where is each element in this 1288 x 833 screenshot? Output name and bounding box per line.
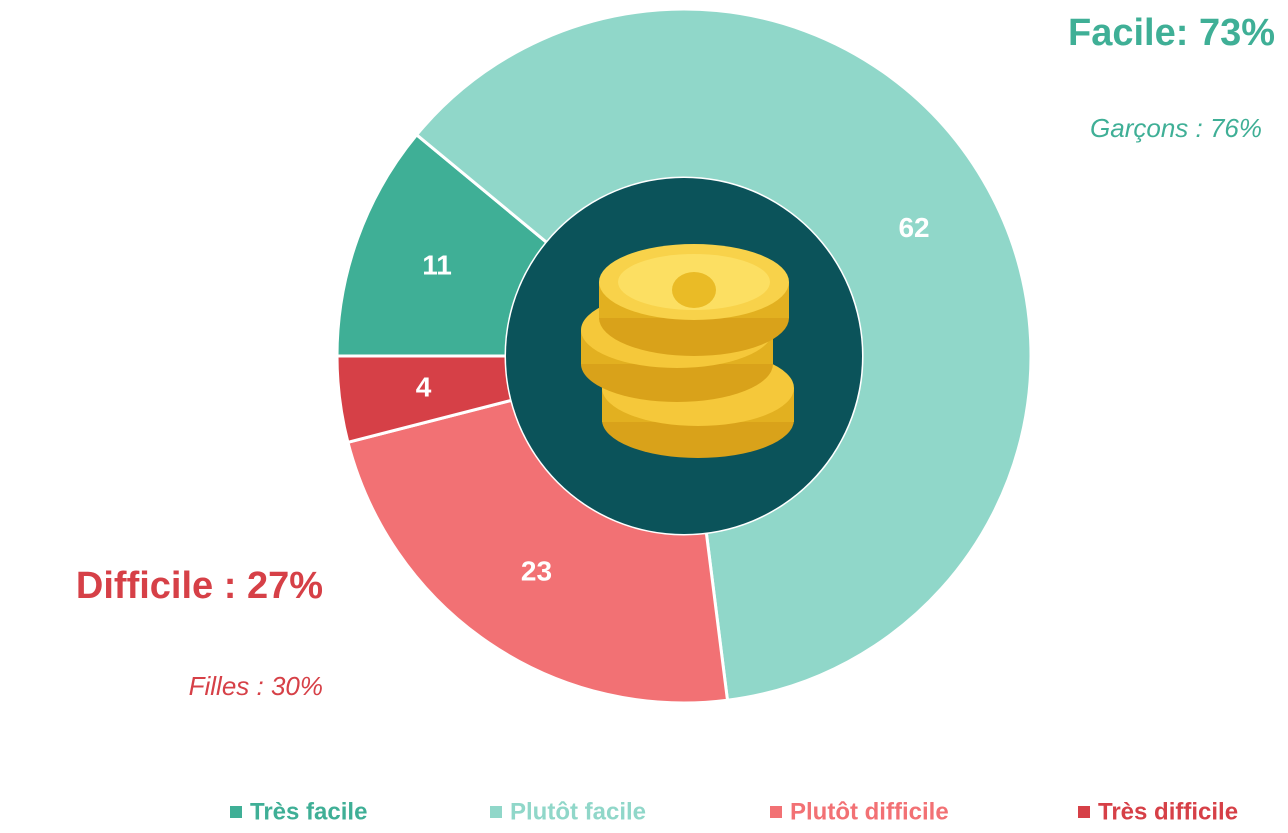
donut [335,7,1033,705]
legend-label: Très difficile [1098,798,1238,825]
annotation: Difficile : 27% [76,565,323,607]
legend-label: Plutôt difficile [790,798,949,825]
legend-swatch [230,806,242,818]
legend-swatch [770,806,782,818]
data-label: 11 [422,249,452,280]
annotation: Filles : 30% [189,671,323,701]
legend-label: Plutôt facile [510,798,646,825]
legend: Très facile Plutôt facile Plutôt difficile… [230,798,1238,825]
legend-label: Très facile [250,798,367,825]
coins-icon [581,244,794,458]
data-label: 23 [521,555,552,586]
annotation: Facile: 73% [1068,12,1275,54]
legend-swatch [490,806,502,818]
data-label: 4 [416,371,432,402]
annotation: Garçons : 76% [1090,113,1262,143]
data-labels: 11 62 23 4 [416,212,930,587]
data-label: 62 [898,212,929,243]
legend-swatch [1078,806,1090,818]
